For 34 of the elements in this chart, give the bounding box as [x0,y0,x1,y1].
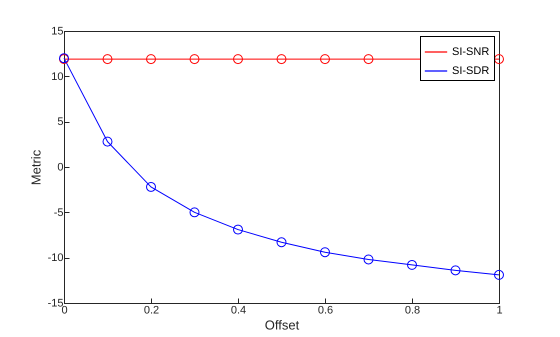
y-tick-label: 0 [57,162,64,174]
point [190,207,200,218]
point [233,54,243,64]
point [364,54,374,64]
x-axis-title: Offset [264,318,300,332]
y-tick-label: -5 [54,206,64,219]
x-tick-label: 0.8 [404,304,420,316]
x-tick-label: 0.2 [144,304,160,316]
point [146,54,156,64]
legend-label: SI-SNR [452,46,490,58]
y-tick-label: -10 [48,252,64,264]
x-tick-label: 1 [496,304,503,316]
point [450,265,460,276]
y-tick-label: 15 [51,26,64,38]
point [190,54,200,64]
point [320,247,330,258]
point [276,54,286,64]
y-tick-label: 10 [51,70,64,83]
x-tick-label: 0.6 [318,304,334,316]
point [494,270,504,280]
y-tick-label: -15 [48,298,64,310]
point [276,237,286,248]
point [407,260,417,270]
point [364,254,374,264]
point [102,136,112,147]
point [494,54,504,64]
y-tick-label: 5 [57,116,64,128]
y-axis-title: Metric [28,149,44,186]
point [233,224,243,235]
point [102,54,112,64]
x-tick-label: 0.4 [230,304,246,316]
legend-label: SI-SDR [452,65,490,77]
point [146,182,156,192]
point [320,54,330,64]
